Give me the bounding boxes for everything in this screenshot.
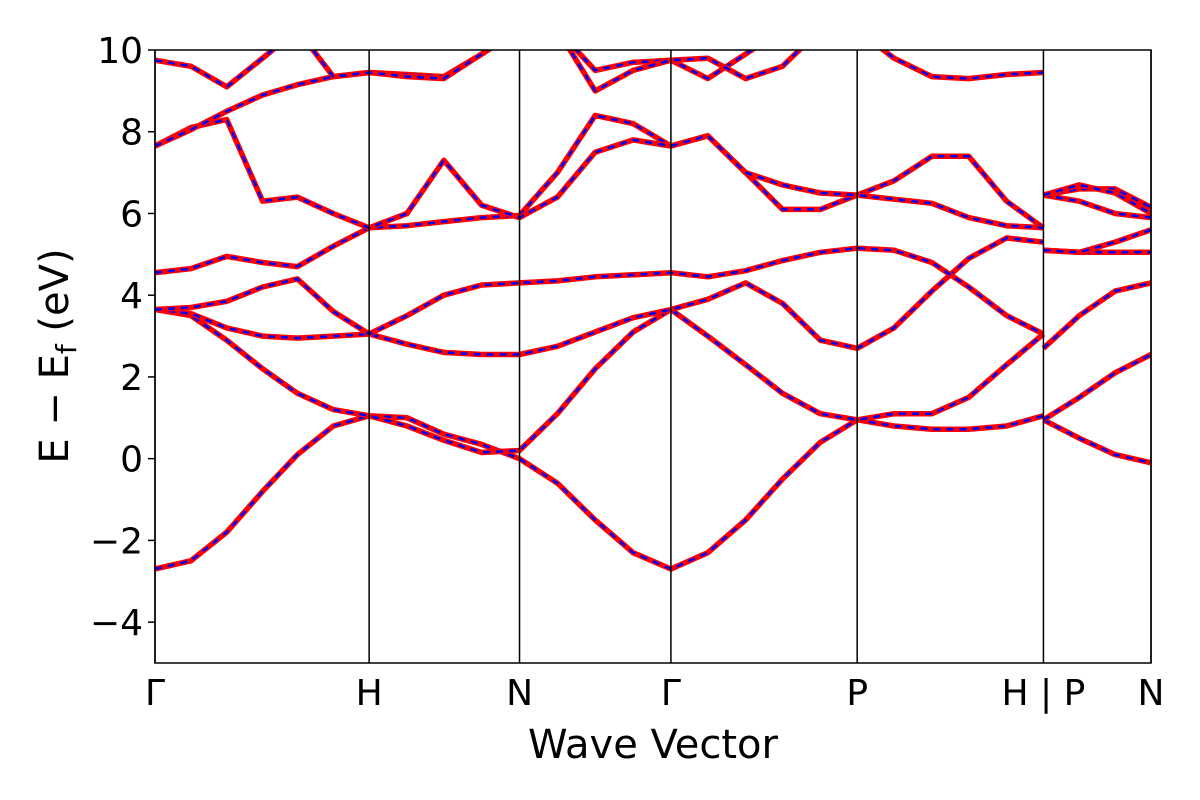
y-tick-label: 2 bbox=[120, 358, 143, 399]
y-tick-label: −2 bbox=[90, 521, 143, 562]
y-tick-label: 4 bbox=[120, 276, 143, 317]
y-tick-label: 10 bbox=[97, 31, 143, 72]
y-tick-label: 0 bbox=[120, 440, 143, 481]
band-line bbox=[155, 306, 1151, 456]
x-axis-label: Wave Vector bbox=[528, 722, 779, 768]
band-line bbox=[155, 236, 1151, 356]
x-tick-label: H | P bbox=[1002, 673, 1086, 714]
plot-frame bbox=[154, 49, 1152, 664]
y-label-sub: f bbox=[50, 343, 83, 354]
band-line bbox=[155, 235, 1151, 358]
y-tick-label: 6 bbox=[120, 194, 143, 235]
x-tick-label: P bbox=[846, 673, 868, 714]
band-line bbox=[155, 308, 1151, 454]
x-tick-label: N bbox=[506, 673, 533, 714]
x-tick-label: Γ bbox=[145, 673, 165, 714]
band-line bbox=[155, 50, 1151, 216]
y-label-rest: (eV) bbox=[32, 248, 78, 344]
band-line bbox=[155, 50, 1151, 215]
x-tick-label: H bbox=[356, 673, 383, 714]
y-tick-label: −4 bbox=[90, 603, 143, 644]
band-line bbox=[155, 413, 1151, 572]
x-tick-label: N bbox=[1138, 673, 1165, 714]
y-label-main: E − E bbox=[32, 354, 78, 464]
x-tick-label: Γ bbox=[661, 673, 681, 714]
y-axis-label: E − Ef (eV) bbox=[32, 248, 83, 463]
band-line bbox=[155, 414, 1151, 571]
plot-area bbox=[155, 50, 1151, 572]
band-line bbox=[155, 114, 1151, 274]
band-line bbox=[155, 50, 1151, 254]
band-line bbox=[155, 118, 1151, 230]
y-tick-label: 8 bbox=[120, 113, 143, 154]
